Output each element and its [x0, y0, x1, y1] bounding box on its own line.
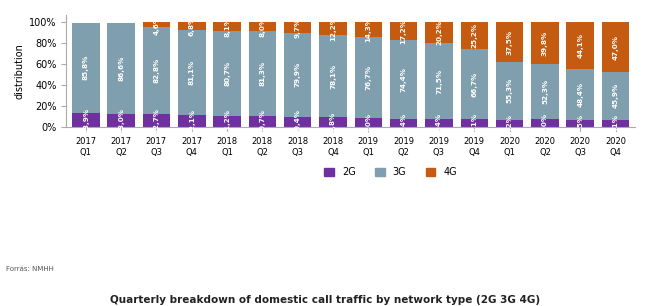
Bar [319, 22, 347, 35]
Text: 44,1%: 44,1% [577, 33, 583, 58]
Text: 9,7%: 9,7% [294, 17, 301, 38]
Bar [355, 22, 382, 37]
Bar [319, 35, 347, 117]
Bar [142, 27, 170, 114]
Text: 20,2%: 20,2% [436, 21, 442, 45]
Text: 82,8%: 82,8% [153, 58, 159, 83]
Text: 81,3%: 81,3% [259, 61, 265, 86]
Bar [319, 117, 347, 127]
Text: 45,9%: 45,9% [612, 83, 619, 109]
Bar [213, 31, 241, 116]
Bar [531, 64, 559, 119]
Text: 12,1%: 12,1% [188, 109, 195, 134]
Bar [531, 119, 559, 127]
Text: 13,0%: 13,0% [118, 108, 124, 133]
Text: 76,7%: 76,7% [365, 65, 371, 90]
Bar [496, 22, 523, 62]
Bar [425, 22, 453, 43]
Text: 8,1%: 8,1% [471, 113, 477, 133]
Bar [602, 120, 629, 127]
Text: 74,4%: 74,4% [400, 67, 407, 92]
Legend: 2G, 3G, 4G: 2G, 3G, 4G [320, 163, 461, 181]
Text: 37,5%: 37,5% [506, 29, 513, 55]
Text: 7,1%: 7,1% [612, 114, 619, 134]
Bar [390, 119, 417, 127]
Text: 52,3%: 52,3% [542, 79, 548, 104]
Text: 85,8%: 85,8% [83, 55, 89, 80]
Bar [249, 116, 276, 127]
Text: 86,6%: 86,6% [118, 56, 124, 81]
Text: 71,5%: 71,5% [436, 69, 442, 94]
Bar [213, 22, 241, 31]
Bar [425, 119, 453, 127]
Bar [178, 29, 205, 115]
Bar [355, 37, 382, 118]
Text: 8,1%: 8,1% [224, 17, 230, 37]
Bar [72, 113, 99, 127]
Bar [461, 22, 488, 49]
Bar [72, 23, 99, 113]
Text: 4,6%: 4,6% [153, 15, 159, 35]
Y-axis label: distribution: distribution [15, 43, 25, 99]
Text: 12,2%: 12,2% [330, 16, 336, 41]
Text: 66,7%: 66,7% [471, 71, 477, 96]
Text: 47,0%: 47,0% [612, 35, 619, 60]
Bar [213, 116, 241, 127]
Bar [461, 119, 488, 127]
Bar [107, 23, 135, 114]
Bar [602, 72, 629, 120]
Bar [602, 22, 629, 72]
Bar [496, 120, 523, 127]
Text: 25,2%: 25,2% [471, 23, 477, 48]
Text: 48,4%: 48,4% [577, 82, 583, 107]
Text: 7,2%: 7,2% [506, 114, 513, 134]
Text: Forrás: NMHH: Forrás: NMHH [6, 266, 55, 272]
Text: 10,7%: 10,7% [259, 109, 265, 134]
Bar [142, 114, 170, 127]
Bar [178, 115, 205, 127]
Bar [567, 22, 594, 69]
Bar [390, 22, 417, 40]
Text: 14,3%: 14,3% [365, 17, 371, 42]
Bar [284, 32, 311, 117]
Bar [284, 22, 311, 32]
Text: 9,0%: 9,0% [365, 113, 371, 133]
Bar [390, 40, 417, 119]
Text: 8,4%: 8,4% [436, 113, 442, 133]
Bar [178, 22, 205, 29]
Text: 8,4%: 8,4% [400, 113, 407, 133]
Bar [107, 114, 135, 127]
Bar [425, 43, 453, 119]
Text: 9,8%: 9,8% [330, 112, 336, 132]
Text: 80,7%: 80,7% [224, 61, 230, 86]
Text: 10,4%: 10,4% [294, 110, 301, 134]
Text: 7,5%: 7,5% [577, 114, 583, 133]
Text: 11,2%: 11,2% [224, 109, 230, 134]
Bar [249, 22, 276, 31]
Bar [142, 22, 170, 27]
Text: 8,0%: 8,0% [259, 17, 265, 37]
Bar [567, 69, 594, 120]
Text: 79,9%: 79,9% [294, 62, 301, 87]
Text: 8,0%: 8,0% [542, 113, 548, 133]
Text: 17,2%: 17,2% [400, 19, 407, 44]
Bar [249, 31, 276, 116]
Text: Quarterly breakdown of domestic call traffic by network type (2G 3G 4G): Quarterly breakdown of domestic call tra… [110, 295, 540, 305]
Bar [567, 120, 594, 127]
Text: 81,1%: 81,1% [188, 60, 195, 85]
Text: 12,7%: 12,7% [153, 108, 159, 133]
Text: 55,3%: 55,3% [506, 78, 513, 103]
Bar [531, 22, 559, 64]
Bar [461, 49, 488, 119]
Bar [496, 62, 523, 120]
Bar [284, 117, 311, 127]
Text: 78,1%: 78,1% [330, 64, 336, 89]
Text: 39,8%: 39,8% [542, 31, 548, 56]
Bar [355, 118, 382, 127]
Text: 6,8%: 6,8% [188, 16, 195, 36]
Text: 13,9%: 13,9% [83, 108, 89, 133]
